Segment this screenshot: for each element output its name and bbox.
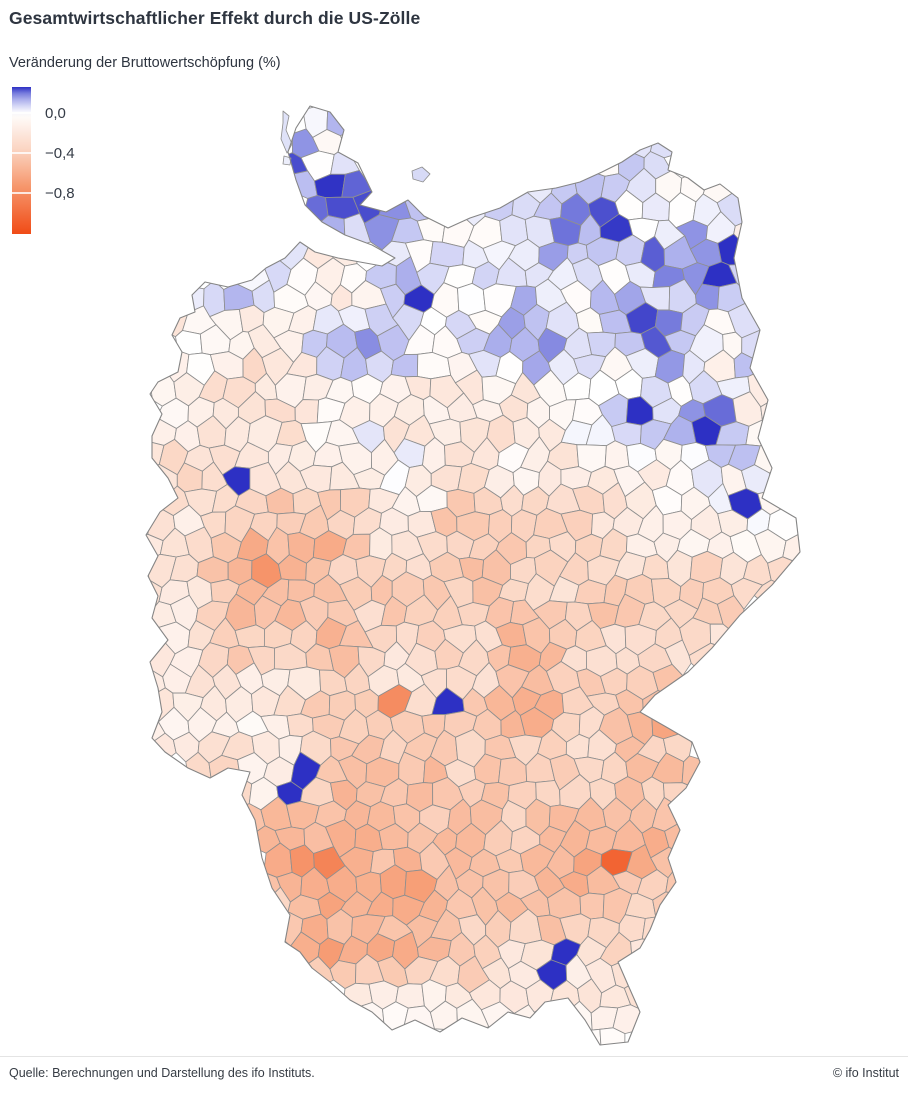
color-legend: 0,0 −0,4 −0,8 [12, 87, 75, 234]
island-sylt [280, 110, 293, 154]
legend-colorbar [12, 87, 31, 234]
district-cell [630, 938, 660, 970]
legend-ticks [12, 112, 31, 194]
figure-subtitle: Veränderung der Bruttowertschöpfung (%) [9, 55, 281, 71]
germany-districts-choropleth [146, 106, 800, 1045]
legend-tick [12, 192, 31, 194]
district-cell [604, 440, 630, 471]
district-cell [641, 916, 673, 942]
district-cell [352, 1001, 385, 1034]
district-cell [599, 1027, 626, 1045]
legend-tick-label: 0,0 [45, 105, 66, 122]
legend-tick [12, 152, 31, 154]
district-cell [329, 960, 357, 990]
legend-tick-label: −0,8 [45, 185, 75, 202]
legend-labels: 0,0 −0,4 −0,8 [45, 105, 75, 202]
district-cell [457, 282, 486, 316]
island-foehr [282, 155, 292, 166]
footer: Quelle: Berechnungen und Darstellung des… [0, 1056, 908, 1080]
district-cell [681, 755, 706, 789]
district-cell [733, 352, 763, 379]
district-cell [326, 106, 359, 137]
legend-tick-label: −0,4 [45, 145, 75, 162]
district-cell [175, 330, 203, 355]
district-cell [222, 777, 253, 809]
legend-tick [12, 112, 31, 114]
district-cell [782, 532, 800, 565]
district-cell [612, 1004, 641, 1035]
island-fehmarn [411, 166, 431, 183]
district-cell [649, 121, 684, 159]
source-note: Quelle: Berechnungen und Darstellung des… [9, 1066, 315, 1080]
district-cell [588, 147, 620, 177]
district-cell [575, 1028, 602, 1045]
page-title: Gesamtwirtschaftlicher Effekt durch die … [9, 8, 421, 28]
copyright-note: © ifo Institut [832, 1066, 899, 1080]
germany-border [145, 105, 801, 1046]
north-sea-islands [280, 110, 431, 183]
district-cell [208, 754, 241, 789]
